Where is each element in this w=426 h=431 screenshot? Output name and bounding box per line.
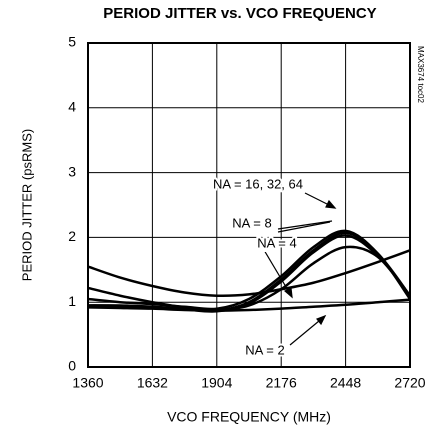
x-tick-label: 2720 xyxy=(394,375,425,391)
y-tick-label: 1 xyxy=(68,293,76,309)
y-tick-label: 0 xyxy=(68,358,76,374)
y-tick-label: 2 xyxy=(68,228,76,244)
plot-frame xyxy=(87,42,411,368)
y-tick-label: 4 xyxy=(68,99,76,115)
label-bg xyxy=(254,236,300,252)
series-line xyxy=(87,234,411,313)
y-tick-label: 5 xyxy=(68,34,76,50)
series-line xyxy=(87,249,411,298)
y-axis-label: PERIOD JITTER (psRMS) xyxy=(19,129,34,281)
x-tick-label: 1904 xyxy=(201,375,232,391)
annotation: NA = 16, 32, 64 xyxy=(213,176,303,191)
y-tick-label: 3 xyxy=(68,163,76,179)
x-tick-label: 1360 xyxy=(72,375,103,391)
series-line xyxy=(87,298,411,312)
arrows xyxy=(263,192,337,346)
x-tick-label: 2448 xyxy=(330,375,361,391)
x-tick-label: 1632 xyxy=(137,375,168,391)
annotation: NA = 8 xyxy=(232,215,271,230)
side-note: MAX3674 toc02 xyxy=(416,46,425,103)
annotation: NA = 4 xyxy=(257,235,296,250)
series-line xyxy=(87,229,412,311)
series-line xyxy=(87,245,411,312)
annotation: NA = 2 xyxy=(245,342,284,357)
chart-title: PERIOD JITTER vs. VCO FREQUENCY xyxy=(103,5,376,22)
x-axis-label: VCO FREQUENCY (MHz) xyxy=(167,409,331,425)
x-tick-label: 2176 xyxy=(266,375,297,391)
